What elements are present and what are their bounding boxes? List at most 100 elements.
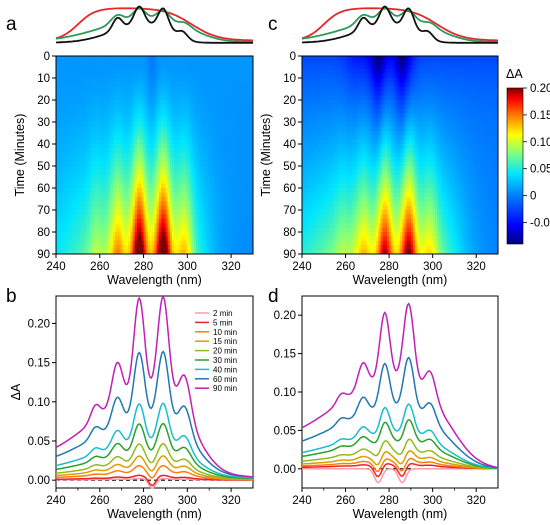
colorbar-title: ΔA [506, 67, 523, 81]
x-tick-label: 280 [380, 495, 399, 507]
y-axis: 0 10 20 30 40 50 60 70 80 90 [37, 51, 56, 261]
line-plot-b: 240 260 280 300 320 0.00 0.05 0.10 0.15 0.20 Wavel… [9, 295, 254, 521]
series-line-20-min [301, 438, 499, 470]
black-trace [301, 5, 498, 44]
series-line-90-min [301, 302, 499, 469]
x-axis: 240 260 280 300 320 [292, 488, 486, 507]
y-tick-label: 30 [37, 117, 50, 129]
colorbar: ΔA 0.20 0.15 0.10 0.05 0 -0.05 [506, 67, 550, 245]
y-tick-label: 0.15 [274, 349, 296, 361]
y-tick-label: 70 [37, 205, 50, 217]
x-tick-label: 320 [467, 495, 486, 507]
y-tick-label: 0 [290, 51, 296, 63]
x-tick-label: 240 [292, 495, 311, 507]
y-axis-label: Time (Minutes) [259, 114, 273, 197]
y-tick-label: 0.15 [28, 358, 50, 370]
y-tick-label: 40 [283, 139, 296, 151]
legend-label: 10 min [213, 328, 237, 337]
x-tick-label: 300 [178, 495, 197, 507]
top-absorption-traces-c [301, 5, 498, 44]
colorbar-ticks: 0.20 0.15 0.10 0.05 0 -0.05 [523, 83, 550, 229]
y-tick-label: 0.05 [274, 425, 296, 437]
top-absorption-traces-a [55, 5, 253, 44]
colorbar-tick-label: -0.05 [530, 217, 550, 229]
x-tick-label: 320 [467, 261, 486, 273]
x-tick-label: 260 [90, 495, 109, 507]
series-line-90-min [55, 295, 253, 478]
colorbar-tick-label: 0.10 [530, 137, 550, 149]
colorbar-tick-label: 0.20 [530, 83, 550, 95]
colorbar-tick-label: 0.05 [530, 164, 550, 176]
x-tick-label: 240 [46, 495, 65, 507]
plot-frame [301, 295, 499, 489]
green-trace [55, 7, 253, 43]
x-tick-label: 240 [292, 261, 311, 273]
panel-label-d: d [268, 286, 279, 307]
heatmap-c: 240 260 280 300 320 0 10 20 30 40 50 60 70 80 90 Wavele… [259, 51, 499, 287]
y-tick-label: 0.05 [28, 436, 50, 448]
series-lines [55, 295, 254, 490]
y-tick-label: 0 [44, 51, 50, 63]
panel-label-a: a [6, 14, 17, 35]
y-tick-label: 60 [37, 183, 50, 195]
series-line-60-min [55, 350, 254, 478]
y-axis: 0.00 0.05 0.10 0.15 0.20 [274, 310, 302, 476]
red-trace [301, 7, 498, 42]
y-tick-label: 0.20 [28, 318, 50, 330]
y-tick-label: 0.10 [274, 387, 296, 399]
x-tick-label: 260 [90, 261, 109, 273]
x-tick-label: 240 [46, 261, 65, 273]
colorbar-scale [506, 87, 524, 245]
x-axis-label: Wavelength (nm) [107, 273, 202, 287]
series-line-40-min [301, 403, 499, 470]
series-line-2-min [302, 468, 498, 484]
black-trace [55, 5, 253, 44]
series-line-5-min [56, 474, 253, 487]
x-axis: 240 260 280 300 320 [46, 254, 241, 273]
colorbar-tick-label: 0.15 [530, 110, 550, 122]
y-tick-label: 70 [283, 205, 296, 217]
y-tick-label: 10 [37, 73, 50, 85]
series-line-10-min [55, 464, 253, 481]
x-tick-label: 320 [222, 261, 241, 273]
panel-label-c: c [268, 14, 278, 35]
series-line-15-min [302, 450, 499, 470]
legend-label: 40 min [213, 365, 237, 374]
series-line-10-min [302, 457, 498, 473]
y-tick-label: 50 [283, 161, 296, 173]
panel-label-b: b [6, 286, 17, 307]
y-tick-label: 0.00 [274, 464, 296, 476]
y-tick-label: 20 [37, 95, 50, 107]
legend-label: 90 min [213, 384, 237, 393]
x-tick-label: 280 [134, 261, 153, 273]
y-tick-label: 80 [283, 227, 296, 239]
x-axis-label: Wavelength (nm) [353, 273, 448, 287]
plot-frame [55, 295, 254, 489]
legend-label: 5 min [213, 318, 233, 327]
heatmap-a: 240 260 280 300 320 0 10 20 30 40 50 60 70 80 90 Wavele… [13, 51, 254, 287]
green-trace [301, 7, 498, 43]
y-tick-label: 0.10 [28, 397, 50, 409]
y-tick-label: 60 [283, 183, 296, 195]
y-tick-label: 30 [283, 117, 296, 129]
y-tick-label: 40 [37, 139, 50, 151]
y-axis-label: Time (Minutes) [13, 114, 27, 197]
legend-label: 20 min [213, 347, 237, 356]
y-tick-label: 0.20 [274, 310, 296, 322]
y-tick-label: 80 [37, 227, 50, 239]
series-line-20-min [55, 443, 253, 480]
legend-label: 60 min [213, 375, 237, 384]
legend-label: 15 min [213, 337, 237, 346]
series-line-30-min [55, 422, 253, 480]
red-trace [55, 7, 253, 42]
x-axis: 240 260 280 300 320 [46, 488, 241, 507]
y-tick-label: 10 [283, 73, 296, 85]
plot-frame [55, 55, 254, 255]
y-axis: 0.00 0.05 0.10 0.15 0.20 [28, 318, 56, 487]
y-tick-label: 20 [283, 95, 296, 107]
y-tick-label: 0.00 [28, 475, 50, 487]
legend-label: 30 min [213, 356, 237, 365]
series-lines [301, 302, 499, 484]
x-tick-label: 320 [222, 495, 241, 507]
